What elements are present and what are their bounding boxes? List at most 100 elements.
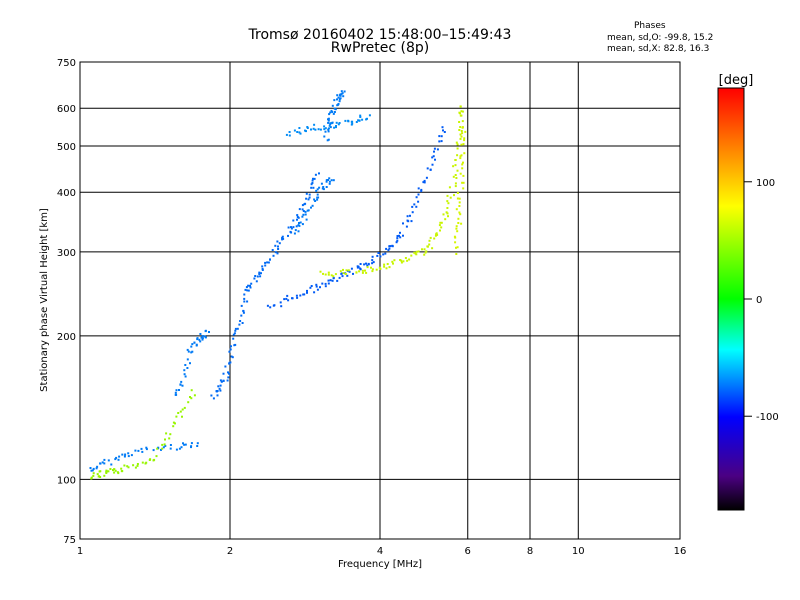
echo-point <box>393 259 396 262</box>
echo-point <box>114 469 117 472</box>
echo-point <box>459 114 462 117</box>
y-tick-label: 400 <box>57 188 76 199</box>
echo-point <box>404 257 407 259</box>
echo-point <box>411 211 414 214</box>
echo-point <box>333 99 336 102</box>
x-tick-label: 1 <box>77 546 83 557</box>
echo-point <box>382 253 385 256</box>
echo-point <box>321 282 324 285</box>
echo-point <box>426 245 429 248</box>
echo-point <box>242 311 245 314</box>
echo-point <box>253 277 256 280</box>
echo-point <box>454 174 457 176</box>
echo-point <box>327 271 330 274</box>
y-axis-ticks: 75 100 200 300 400 500 600 750 <box>57 58 76 546</box>
echo-point <box>423 248 426 251</box>
echo-point <box>247 289 250 292</box>
echo-point <box>323 135 326 138</box>
echo-point <box>319 128 322 131</box>
echo-point <box>244 288 247 291</box>
echo-point <box>314 200 317 202</box>
echo-point <box>273 304 276 307</box>
echo-point <box>184 375 187 378</box>
echo-point <box>140 447 143 450</box>
echo-point <box>314 173 317 176</box>
echo-point <box>239 320 242 322</box>
echo-point <box>339 94 342 97</box>
echo-point <box>440 221 443 224</box>
phases-heading: Phases <box>634 21 666 31</box>
echo-point <box>459 137 462 140</box>
echo-point <box>183 369 186 372</box>
echo-point <box>400 261 403 264</box>
echo-point <box>444 218 447 221</box>
echo-point <box>319 270 322 273</box>
echo-point <box>92 474 95 477</box>
echo-point <box>371 259 374 262</box>
echo-point <box>339 93 342 96</box>
x-tick-label: 8 <box>527 546 533 557</box>
echo-point <box>343 90 346 93</box>
echo-point <box>464 130 467 133</box>
echo-point <box>196 442 199 445</box>
echo-point <box>426 167 429 170</box>
echo-point <box>317 196 320 199</box>
echo-point <box>161 447 164 450</box>
echo-point <box>120 467 123 470</box>
y-axis-label: Stationary phase Virtual Height [km] <box>39 208 50 392</box>
echo-point <box>230 355 233 358</box>
y-tick-label: 750 <box>57 58 76 69</box>
echo-point <box>254 275 257 277</box>
echo-point <box>351 122 354 125</box>
echo-point <box>293 129 296 132</box>
echo-point <box>327 128 330 131</box>
echo-point <box>228 362 231 365</box>
echo-point <box>458 201 461 204</box>
echo-point <box>347 120 350 123</box>
echo-point <box>335 125 337 127</box>
echo-point <box>438 224 441 227</box>
echo-point <box>187 350 190 353</box>
echo-point <box>305 197 308 200</box>
echo-point <box>234 329 237 332</box>
echo-point <box>191 350 194 353</box>
echo-point <box>175 393 178 396</box>
echo-point <box>302 210 305 212</box>
echo-point <box>193 341 196 344</box>
echo-point <box>454 241 457 244</box>
echo-point <box>461 167 464 170</box>
echo-point <box>178 447 181 450</box>
echo-point <box>178 389 180 391</box>
echo-point <box>234 327 237 330</box>
echo-point <box>256 275 259 278</box>
echo-point <box>105 469 108 472</box>
echo-point <box>364 269 366 272</box>
echo-point <box>316 193 319 196</box>
echo-point <box>454 164 457 167</box>
echo-point <box>328 177 331 180</box>
y-tick-label: 100 <box>57 475 76 486</box>
echo-point <box>250 282 253 285</box>
echo-point <box>272 254 275 257</box>
echo-point <box>423 253 426 256</box>
echo-point <box>164 444 167 447</box>
echo-point <box>415 196 418 199</box>
echo-point <box>162 446 165 449</box>
echo-point <box>317 128 320 131</box>
echo-point <box>312 186 315 189</box>
echo-point <box>169 447 172 450</box>
echo-point <box>462 143 465 146</box>
echo-point <box>462 181 465 184</box>
echo-point <box>181 384 184 387</box>
echo-point <box>429 168 432 171</box>
echo-point <box>266 304 269 307</box>
echo-point <box>455 208 458 211</box>
echo-point <box>220 380 223 383</box>
echo-point <box>329 279 332 282</box>
echo-point <box>258 271 261 274</box>
echo-point <box>255 280 258 283</box>
colorbar-tick-label: 100 <box>756 178 775 189</box>
echo-point <box>302 293 305 296</box>
echo-point <box>327 117 330 120</box>
